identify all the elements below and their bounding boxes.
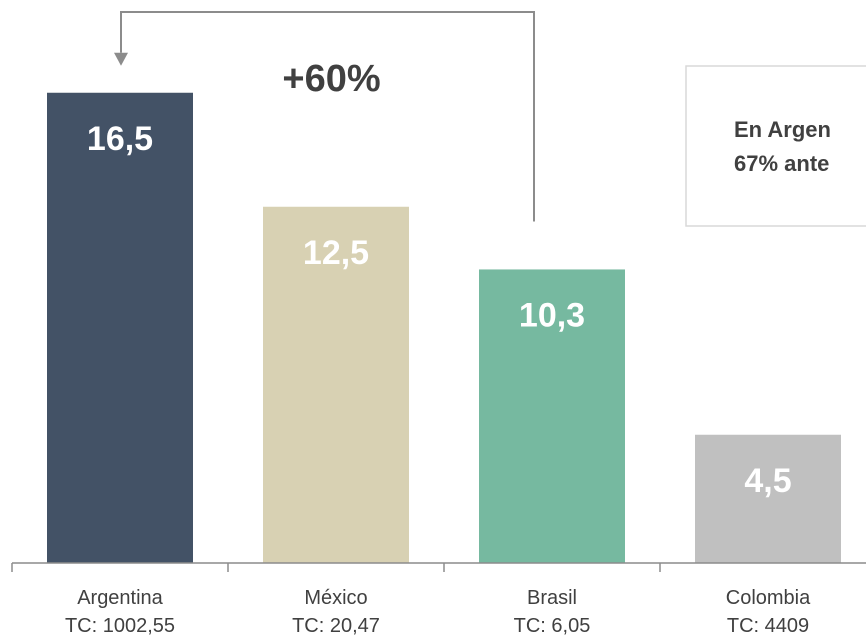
bar-argentina: [47, 92, 193, 563]
category-label-colombia: Colombia: [726, 587, 811, 609]
category-labels-layer: Argentina TC: 1002,55 México TC: 20,47 Brasi…: [65, 587, 811, 637]
note-text-line: 67% ante: [734, 151, 829, 176]
bar-value-label-mexico: 12,5: [303, 234, 369, 272]
category-sublabel-argentina: TC: 1002,55: [65, 615, 175, 636]
comparison-arrow-head: [114, 52, 128, 66]
value-labels-layer: 16,5 12,5 10,3 4,5: [87, 120, 792, 500]
category-sublabel-colombia: TC: 4409: [727, 615, 809, 636]
x-axis: [11, 562, 866, 572]
bar-colombia: [695, 434, 841, 563]
category-label-brasil: Brasil: [527, 587, 577, 609]
category-label-argentina: Argentina: [77, 587, 163, 609]
bar-value-label-colombia: 4,5: [744, 462, 791, 500]
comparison-arrow-line: [120, 11, 535, 222]
bar-value-label-brasil: 10,3: [519, 296, 585, 334]
bar-mexico: [263, 206, 409, 563]
category-label-mexico: México: [304, 587, 367, 609]
category-sublabel-mexico: TC: 20,47: [292, 615, 380, 636]
note-box: [685, 65, 866, 227]
bars-layer: [47, 92, 841, 563]
note-text-line: En Argen: [734, 117, 831, 142]
bar-value-label-argentina: 16,5: [87, 120, 153, 158]
annotation-layer: +60% En Argen 67% ante: [114, 11, 866, 227]
category-sublabel-brasil: TC: 6,05: [514, 615, 591, 636]
bar-brasil: [479, 269, 625, 563]
comparison-label: +60%: [282, 58, 380, 100]
